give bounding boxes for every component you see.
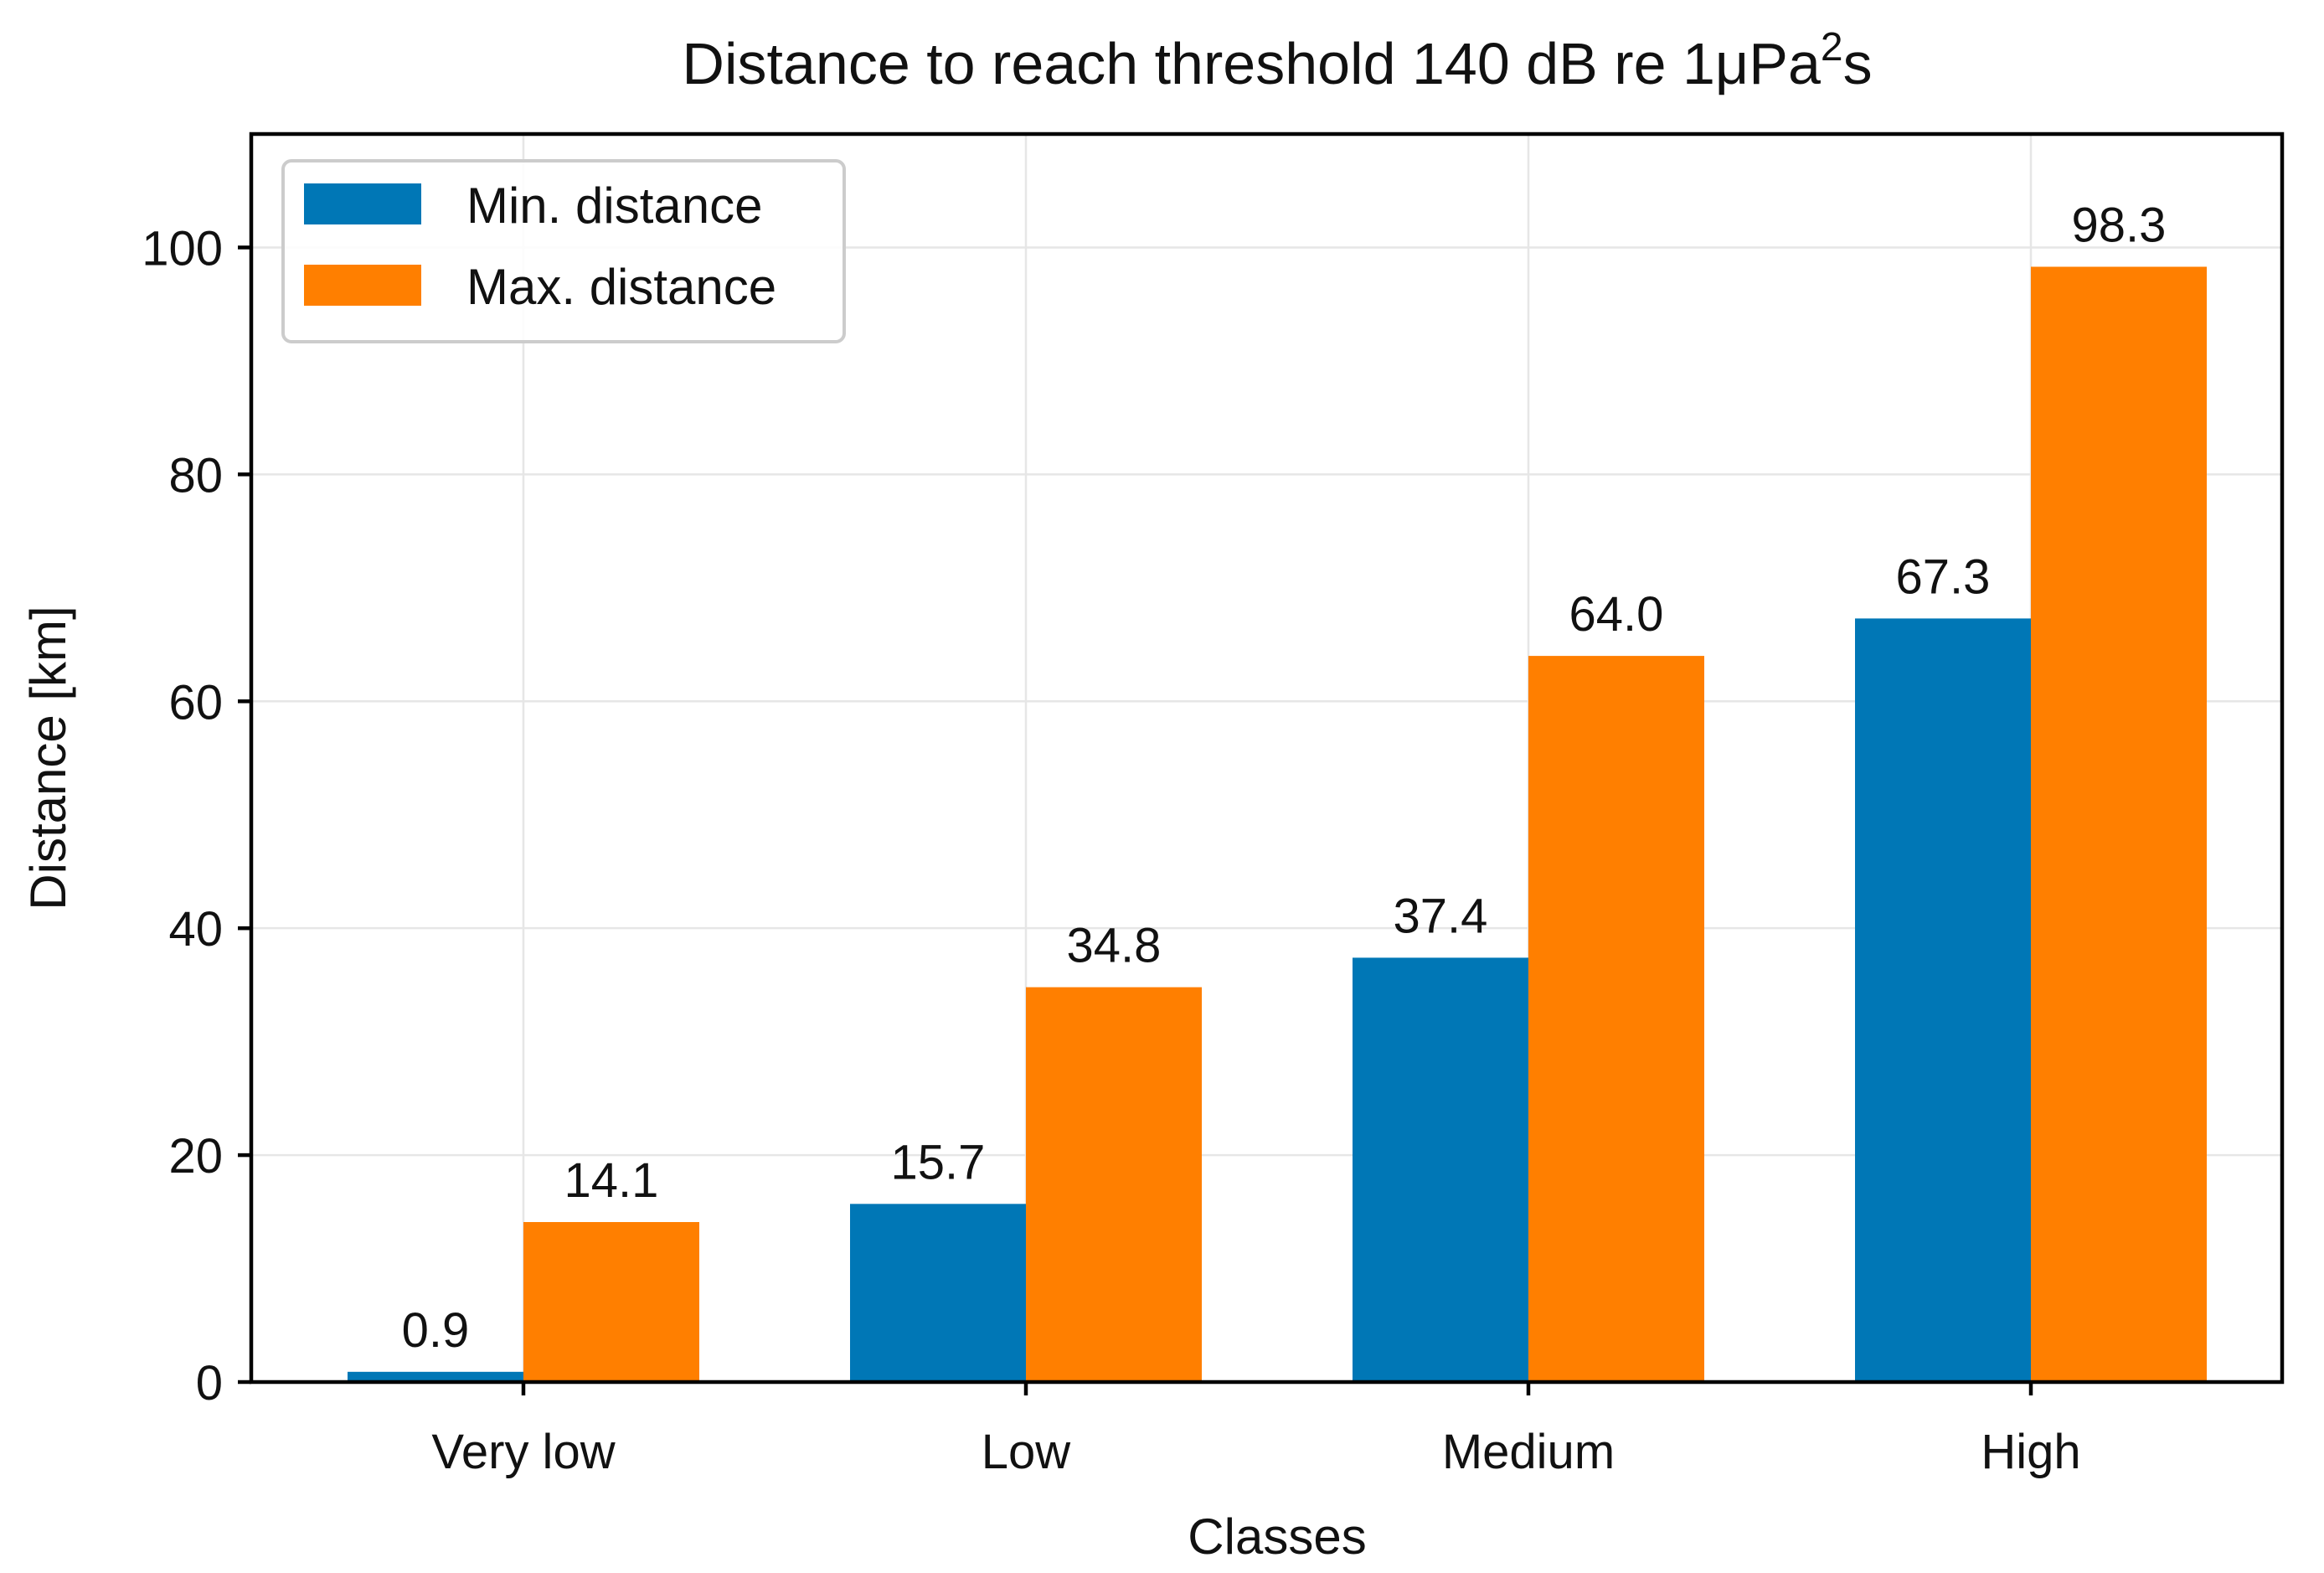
x-tick-label-low: Low <box>982 1425 1072 1479</box>
bar-max-distance-low <box>1026 987 1202 1382</box>
data-label-min-distance-very-low: 0.9 <box>402 1303 470 1358</box>
plot-area-frame <box>249 132 2285 1385</box>
legend-label-min-distance: Min. distance <box>466 178 763 234</box>
x-tick-label-medium: Medium <box>1442 1425 1615 1479</box>
x-tick-label-high: High <box>1981 1425 2080 1479</box>
y-tick-label: 100 <box>142 221 223 276</box>
chart-title: Distance to reach threshold 140 dB re 1μ… <box>682 25 1872 96</box>
bars-layer <box>348 266 2207 1382</box>
data-label-max-distance-medium: 64.0 <box>1569 587 1664 642</box>
bar-max-distance-very-low <box>523 1222 699 1382</box>
legend-swatch-max-distance <box>304 265 421 306</box>
x-axis: Very low Low Medium High <box>431 1382 2081 1479</box>
y-axis-label: Distance [km] <box>20 606 76 910</box>
data-label-min-distance-low: 15.7 <box>891 1135 986 1189</box>
bar-max-distance-high <box>2031 266 2207 1382</box>
data-label-min-distance-high: 67.3 <box>1896 549 1991 604</box>
y-tick-label: 60 <box>168 675 223 730</box>
data-label-max-distance-high: 98.3 <box>2072 198 2167 252</box>
bar-max-distance-medium <box>1528 656 1704 1382</box>
x-tick-label-very-low: Very low <box>431 1425 616 1479</box>
bar-min-distance-very-low <box>348 1371 523 1382</box>
legend-label-max-distance: Max. distance <box>466 259 776 315</box>
bar-min-distance-high <box>1855 618 2031 1382</box>
y-axis: 0 20 40 60 80 100 <box>142 221 251 1411</box>
y-tick-label: 40 <box>168 902 223 957</box>
y-tick-label: 80 <box>168 448 223 503</box>
bar-min-distance-low <box>850 1204 1026 1382</box>
legend-box <box>281 159 846 343</box>
y-tick-label: 20 <box>168 1129 223 1184</box>
legend: Min. distance Max. distance <box>281 159 846 343</box>
legend-swatch-min-distance <box>304 183 421 224</box>
x-axis-label: Classes <box>1188 1509 1366 1565</box>
bar-min-distance-medium <box>1353 957 1528 1382</box>
data-label-max-distance-very-low: 14.1 <box>564 1153 659 1208</box>
y-tick-label: 0 <box>196 1356 223 1411</box>
data-label-min-distance-medium: 37.4 <box>1394 889 1488 943</box>
data-labels-layer: 0.9 14.1 15.7 34.8 37.4 64.0 67.3 98.3 <box>402 198 2167 1357</box>
data-label-max-distance-low: 34.8 <box>1067 919 1162 973</box>
